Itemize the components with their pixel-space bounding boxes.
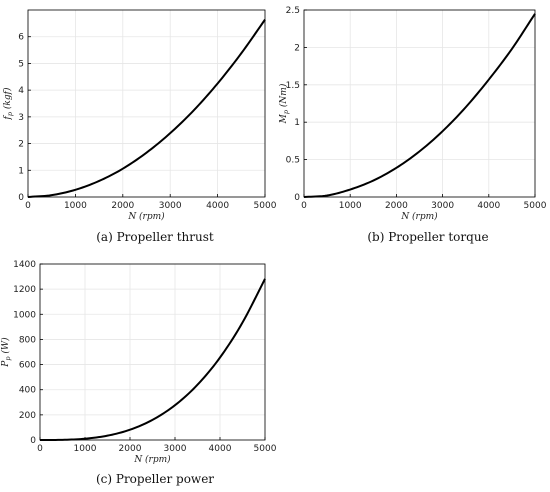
y-tick-label: 2	[18, 140, 24, 150]
plot-area-frame	[303, 9, 536, 198]
x-tick-label: 5000	[524, 201, 547, 211]
y-tick-label: 3	[18, 113, 24, 123]
y-axis-label: Mp (Nm)	[278, 83, 290, 124]
y-tick-label: 0	[294, 193, 300, 203]
y-axis-label: Pp (W)	[0, 337, 12, 368]
panel-propeller-thrust: 0 1000 2000 3000 4000 5000 0 1 2 3 4 5 6 N (rpm) fp (k…	[2, 9, 277, 244]
y-tick-label: 1400	[13, 260, 36, 270]
y-tick-label: 0	[30, 436, 36, 446]
y-tick-label: 400	[19, 386, 36, 396]
x-axis-label: N (rpm)	[127, 211, 165, 222]
y-tick-label: 1000	[13, 310, 36, 320]
series-line-torque	[303, 13, 536, 198]
x-tick-label: 4000	[477, 201, 500, 211]
x-tick-label: 3000	[159, 201, 182, 211]
y-tick-label: 0.5	[286, 156, 300, 166]
x-axis-label: N (rpm)	[400, 211, 438, 222]
x-tick-label: 1000	[339, 201, 362, 211]
x-tick-label: 1000	[74, 444, 97, 454]
y-tick-label: 0	[18, 193, 24, 203]
y-tick-label: 6	[18, 33, 24, 43]
x-tick-label: 4000	[206, 201, 229, 211]
x-tick-label: 2000	[111, 201, 134, 211]
y-tick-label: 800	[19, 335, 36, 345]
y-tick-label: 600	[19, 361, 36, 371]
x-tick-label: 4000	[209, 444, 232, 454]
x-tick-label: 5000	[254, 201, 277, 211]
y-tick-label: 1	[294, 118, 300, 128]
panel-propeller-torque: 0 1000 2000 3000 4000 5000 0 0.5 1 1.5 2 2.5 N (rpm)…	[278, 6, 547, 244]
panel-propeller-power: 0 1000 2000 3000 4000 5000 0 200 400 600 800 1000 12…	[0, 260, 277, 486]
x-tick-label: 3000	[431, 201, 454, 211]
y-tick-label: 1	[18, 166, 24, 176]
x-tick-label: 2000	[385, 201, 408, 211]
x-tick-label: 0	[25, 201, 31, 211]
caption-torque: (b) Propeller torque	[367, 230, 488, 244]
x-tick-label: 0	[301, 201, 307, 211]
x-tick-label: 3000	[164, 444, 187, 454]
y-tick-label: 1200	[13, 285, 36, 295]
x-tick-label: 1000	[64, 201, 87, 211]
y-tick-label: 1.5	[286, 81, 300, 91]
x-axis-label: N (rpm)	[133, 454, 171, 465]
y-tick-label: 2.5	[286, 6, 300, 16]
x-tick-label: 5000	[254, 444, 277, 454]
y-tick-label: 5	[18, 59, 24, 69]
y-tick-label: 2	[294, 43, 300, 53]
caption-power: (c) Propeller power	[96, 472, 214, 486]
x-tick-label: 0	[37, 444, 43, 454]
caption-thrust: (a) Propeller thrust	[96, 230, 214, 244]
y-tick-label: 4	[18, 86, 24, 96]
plot-area-frame	[39, 263, 266, 441]
y-tick-label: 200	[19, 411, 36, 421]
series-line-thrust	[27, 19, 266, 198]
x-tick-label: 2000	[119, 444, 142, 454]
plot-area-frame	[27, 9, 266, 198]
series-line-power	[39, 278, 266, 441]
y-axis-label: fp (kgf)	[2, 87, 14, 120]
